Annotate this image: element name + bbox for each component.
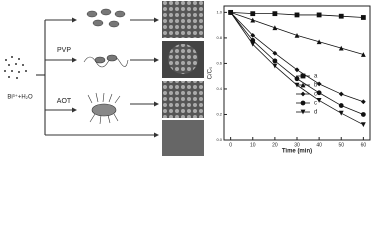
marker [294,67,300,73]
sem-images [162,1,204,156]
marker [272,63,278,69]
marker [360,52,366,57]
marker [294,82,300,88]
marker [300,91,306,97]
marker [360,122,366,128]
x-tick-label: 10 [250,142,256,148]
legend-label: a [314,74,318,80]
y-axis-label: C/C₀ [208,66,214,79]
y-tick-label: 1.0 [216,9,222,14]
marker [300,100,306,106]
marker [250,11,256,17]
marker [272,25,278,31]
marker [360,15,366,20]
marker [338,110,344,116]
marker [316,81,322,87]
marker [338,13,344,19]
y-tick-label: 0.8 [216,35,222,40]
marker [250,32,256,38]
legend-label: b [314,83,318,89]
x-tick-label: 20 [272,142,278,148]
x-axis-label: Time (min) [282,149,312,155]
marker [316,90,322,96]
figure: Bi³⁺+H₂O PVP AOT 0 10 20 30 40 50 600.00.20.40… [4,1,371,156]
marker [250,38,256,43]
pvp-wrapped [83,54,129,68]
reactant-label: Bi³⁺+H₂O [7,94,33,101]
marker [360,99,366,105]
aot-micelles [87,92,121,125]
x-tick-label: 30 [294,142,300,148]
marker [300,73,306,79]
marker [338,45,344,51]
x-tick-label: 50 [338,142,344,148]
additive-label: PVP [57,47,71,54]
marker [294,12,300,18]
legend-label: d [314,110,317,116]
legend-label: c [314,101,317,107]
marker [338,103,344,108]
y-tick-label: 0.4 [216,86,222,91]
branch-arrows [36,17,159,138]
marker [300,82,306,88]
marker [300,109,306,115]
y-tick-label: 0.6 [216,60,222,65]
marker [272,58,278,64]
marker [338,91,344,97]
marker [316,12,322,18]
legend-label: c [314,92,317,98]
marker [228,9,234,15]
line-chart: 0 10 20 30 40 50 60 0.0 0.2 0.4 0.6 0.8 1.0 Time (min… [208,5,371,155]
x-tick-label: 60 [361,142,367,148]
nanoparticles [86,8,126,28]
series-line [230,12,364,103]
marker [250,17,256,23]
marker [316,39,322,45]
marker [294,32,300,38]
series-line [230,12,364,115]
marker [294,76,300,82]
x-tick-label: 40 [316,142,322,148]
x-tick-label: 0 [229,142,232,148]
marker [250,41,256,47]
additive-label: AOT [57,98,72,105]
marker [316,98,322,103]
y-tick-label: 0.0 [216,137,222,142]
y-tick-label: 0.2 [216,112,222,117]
marker [272,11,278,17]
precursor-dots [4,56,27,79]
marker [360,112,366,117]
marker [272,50,278,56]
plot-frame [223,5,371,141]
